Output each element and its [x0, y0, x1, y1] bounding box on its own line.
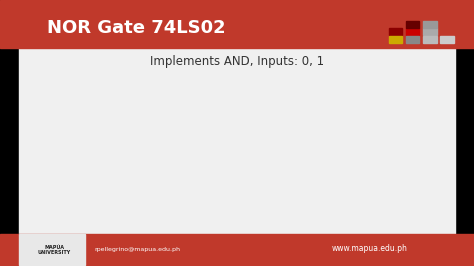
Bar — [133, 170, 145, 181]
Circle shape — [207, 117, 212, 122]
Text: MAPÚA
UNIVERSITY: MAPÚA UNIVERSITY — [38, 245, 71, 255]
Text: 1: 1 — [128, 165, 135, 176]
Text: Implements AND, Inputs: 0, 1: Implements AND, Inputs: 0, 1 — [150, 55, 324, 68]
Text: (0)' = 1: (0)' = 1 — [252, 85, 281, 94]
Circle shape — [207, 173, 212, 178]
Text: 0+0=0: 0+0=0 — [145, 132, 171, 138]
Text: AND: AND — [109, 117, 131, 126]
Text: NOR Gate 74LS02: NOR Gate 74LS02 — [47, 19, 226, 37]
Text: rpellegrino@mapua.edu.ph: rpellegrino@mapua.edu.ph — [95, 247, 181, 252]
Text: 1+0= 1: 1+0= 1 — [247, 98, 308, 113]
Text: ( 1 )' = 0: ( 1 )' = 0 — [247, 169, 312, 182]
Circle shape — [311, 142, 322, 153]
Text: (1)' = 0: (1)' = 0 — [252, 191, 281, 200]
Text: 0: 0 — [313, 143, 320, 153]
Text: 1+1=1: 1+1=1 — [145, 188, 171, 194]
Circle shape — [292, 145, 297, 150]
Text: ✓: ✓ — [127, 99, 137, 112]
Text: www.mapua.edu.ph: www.mapua.edu.ph — [332, 244, 408, 253]
Text: 0: 0 — [135, 115, 142, 125]
Text: 1: 1 — [135, 171, 142, 181]
Bar — [133, 114, 145, 126]
